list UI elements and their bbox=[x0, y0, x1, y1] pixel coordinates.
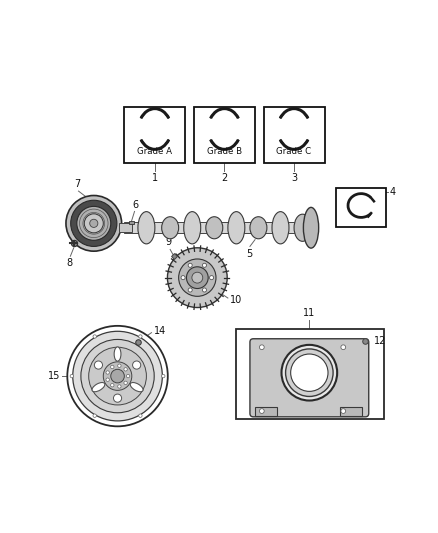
Circle shape bbox=[181, 276, 185, 280]
Circle shape bbox=[124, 368, 127, 371]
Bar bbox=[340, 407, 362, 416]
Text: 15: 15 bbox=[48, 371, 60, 381]
Circle shape bbox=[110, 365, 114, 369]
Ellipse shape bbox=[304, 207, 319, 248]
Circle shape bbox=[202, 263, 206, 268]
Ellipse shape bbox=[130, 383, 143, 392]
Circle shape bbox=[111, 369, 124, 383]
Bar bbox=[237, 328, 384, 418]
Circle shape bbox=[188, 263, 192, 268]
Circle shape bbox=[209, 276, 214, 280]
Circle shape bbox=[188, 288, 192, 292]
Bar bbox=[124, 107, 185, 163]
Circle shape bbox=[341, 409, 346, 414]
Circle shape bbox=[259, 345, 264, 350]
Text: 8: 8 bbox=[67, 258, 73, 268]
Circle shape bbox=[118, 385, 121, 388]
Bar bbox=[255, 407, 277, 416]
Circle shape bbox=[202, 288, 206, 292]
Ellipse shape bbox=[228, 212, 245, 244]
Circle shape bbox=[259, 409, 264, 414]
Text: 5: 5 bbox=[246, 249, 252, 259]
Circle shape bbox=[70, 374, 74, 378]
Circle shape bbox=[103, 362, 132, 390]
Circle shape bbox=[187, 267, 208, 288]
Ellipse shape bbox=[250, 217, 267, 239]
Circle shape bbox=[106, 378, 110, 382]
Circle shape bbox=[81, 340, 154, 413]
Text: 2: 2 bbox=[221, 173, 228, 183]
Bar bbox=[119, 223, 132, 232]
Ellipse shape bbox=[114, 347, 121, 361]
Text: 3: 3 bbox=[291, 173, 297, 183]
Ellipse shape bbox=[206, 217, 223, 239]
Circle shape bbox=[139, 414, 142, 417]
Circle shape bbox=[93, 335, 96, 338]
Circle shape bbox=[291, 354, 328, 391]
Bar bbox=[129, 221, 134, 224]
Text: 6: 6 bbox=[132, 200, 138, 210]
Ellipse shape bbox=[184, 212, 201, 244]
Circle shape bbox=[90, 219, 98, 228]
Text: Grade C: Grade C bbox=[276, 147, 311, 156]
Circle shape bbox=[67, 326, 168, 426]
Text: Grade B: Grade B bbox=[207, 147, 242, 156]
Circle shape bbox=[192, 272, 203, 283]
Circle shape bbox=[110, 384, 114, 387]
Text: 14: 14 bbox=[154, 326, 166, 336]
Text: 13: 13 bbox=[348, 368, 360, 378]
Circle shape bbox=[106, 371, 110, 374]
Circle shape bbox=[88, 347, 146, 405]
Text: 1: 1 bbox=[152, 173, 158, 183]
Text: 12: 12 bbox=[374, 336, 386, 346]
Bar bbox=[194, 107, 255, 163]
Ellipse shape bbox=[294, 214, 311, 241]
Bar bbox=[336, 188, 386, 227]
Ellipse shape bbox=[138, 212, 155, 244]
Text: 9: 9 bbox=[166, 237, 172, 247]
Circle shape bbox=[139, 335, 142, 338]
Bar bbox=[124, 222, 309, 233]
Circle shape bbox=[66, 196, 122, 251]
Circle shape bbox=[162, 374, 165, 378]
Circle shape bbox=[113, 394, 122, 402]
Text: 4: 4 bbox=[390, 187, 396, 197]
Ellipse shape bbox=[92, 383, 105, 392]
Circle shape bbox=[84, 214, 103, 233]
Circle shape bbox=[73, 332, 162, 421]
Text: 10: 10 bbox=[230, 295, 242, 305]
Circle shape bbox=[94, 361, 102, 369]
Circle shape bbox=[71, 200, 117, 246]
Ellipse shape bbox=[272, 212, 289, 244]
Circle shape bbox=[77, 206, 111, 240]
Circle shape bbox=[341, 345, 346, 350]
Circle shape bbox=[127, 374, 130, 378]
Circle shape bbox=[282, 345, 337, 400]
Bar bbox=[264, 107, 325, 163]
Circle shape bbox=[93, 414, 96, 417]
Circle shape bbox=[179, 259, 216, 296]
Circle shape bbox=[167, 248, 227, 308]
Circle shape bbox=[118, 364, 121, 367]
Text: 7: 7 bbox=[74, 179, 80, 189]
Circle shape bbox=[124, 381, 127, 384]
Ellipse shape bbox=[162, 217, 179, 239]
Circle shape bbox=[286, 349, 333, 397]
Circle shape bbox=[133, 361, 141, 369]
Text: Grade A: Grade A bbox=[138, 147, 173, 156]
FancyBboxPatch shape bbox=[250, 339, 369, 417]
Text: 11: 11 bbox=[303, 308, 315, 318]
